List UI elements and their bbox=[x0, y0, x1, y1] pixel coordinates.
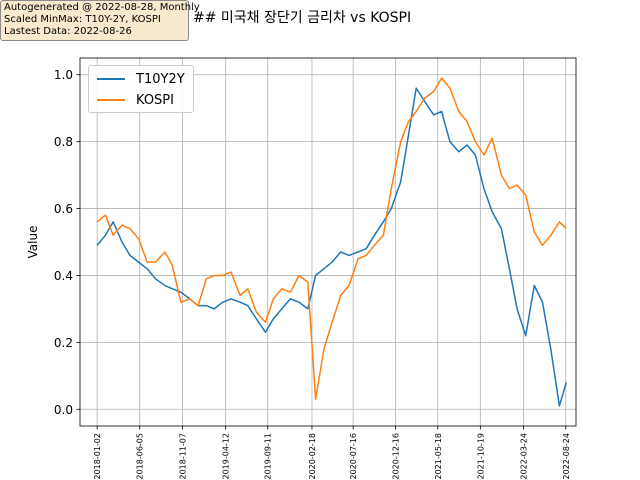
legend-entry-kospi: KOSPI bbox=[97, 90, 174, 110]
x-axis: 2018-01-02 2018-06-05 2018-11-07 2019-04-12… bbox=[93, 426, 571, 480]
legend-label-t10y2y: T10Y2Y bbox=[136, 72, 185, 87]
x-tick-label: 2018-01-02 bbox=[93, 433, 102, 480]
y-tick-label: 0.4 bbox=[54, 269, 73, 283]
x-tick-label: 2018-11-07 bbox=[179, 433, 188, 480]
x-tick-label: 2019-04-12 bbox=[222, 433, 231, 480]
x-tick-label: 2022-03-24 bbox=[519, 433, 528, 480]
x-tick-label: 2020-07-16 bbox=[349, 433, 358, 480]
x-tick-label: 2022-08-24 bbox=[562, 433, 571, 480]
legend-entry-t10y2y: T10Y2Y bbox=[97, 69, 185, 89]
x-tick-label: 2018-06-05 bbox=[136, 433, 145, 480]
info-line-latest: Lastest Data: 2022-08-26 bbox=[4, 26, 184, 38]
y-tick-label: 0.6 bbox=[54, 202, 73, 216]
info-line-scaling: Scaled MinMax: T10Y-2Y, KOSPI bbox=[4, 14, 184, 26]
chart-title: ## 미국채 장단기 금리차 vs KOSPI bbox=[193, 7, 411, 27]
legend-swatch-t10y2y bbox=[97, 78, 125, 80]
info-box: Autogenerated @ 2022-08-28, Monthly Scal… bbox=[0, 0, 189, 41]
info-line-generated: Autogenerated @ 2022-08-28, Monthly bbox=[4, 2, 184, 14]
y-tick-label: 1.0 bbox=[54, 68, 73, 82]
x-tick-label: 2021-10-19 bbox=[476, 433, 485, 480]
y-axis-label: Value bbox=[26, 226, 40, 259]
x-tick-label: 2020-02-18 bbox=[308, 433, 317, 480]
y-tick-label: 0.8 bbox=[54, 135, 73, 149]
y-tick-label: 0.2 bbox=[54, 336, 73, 350]
legend-label-kospi: KOSPI bbox=[136, 93, 174, 108]
legend: T10Y2Y KOSPI bbox=[88, 65, 194, 113]
x-tick-label: 2021-05-18 bbox=[434, 433, 443, 480]
y-axis: 0.0 0.2 0.4 0.6 0.8 1.0 bbox=[54, 68, 80, 417]
x-tick-label: 2019-09-11 bbox=[264, 433, 273, 480]
x-tick-label: 2020-12-16 bbox=[391, 433, 400, 480]
legend-swatch-kospi bbox=[97, 99, 125, 101]
plot-area bbox=[80, 58, 576, 426]
y-tick-label: 0.0 bbox=[54, 403, 73, 417]
